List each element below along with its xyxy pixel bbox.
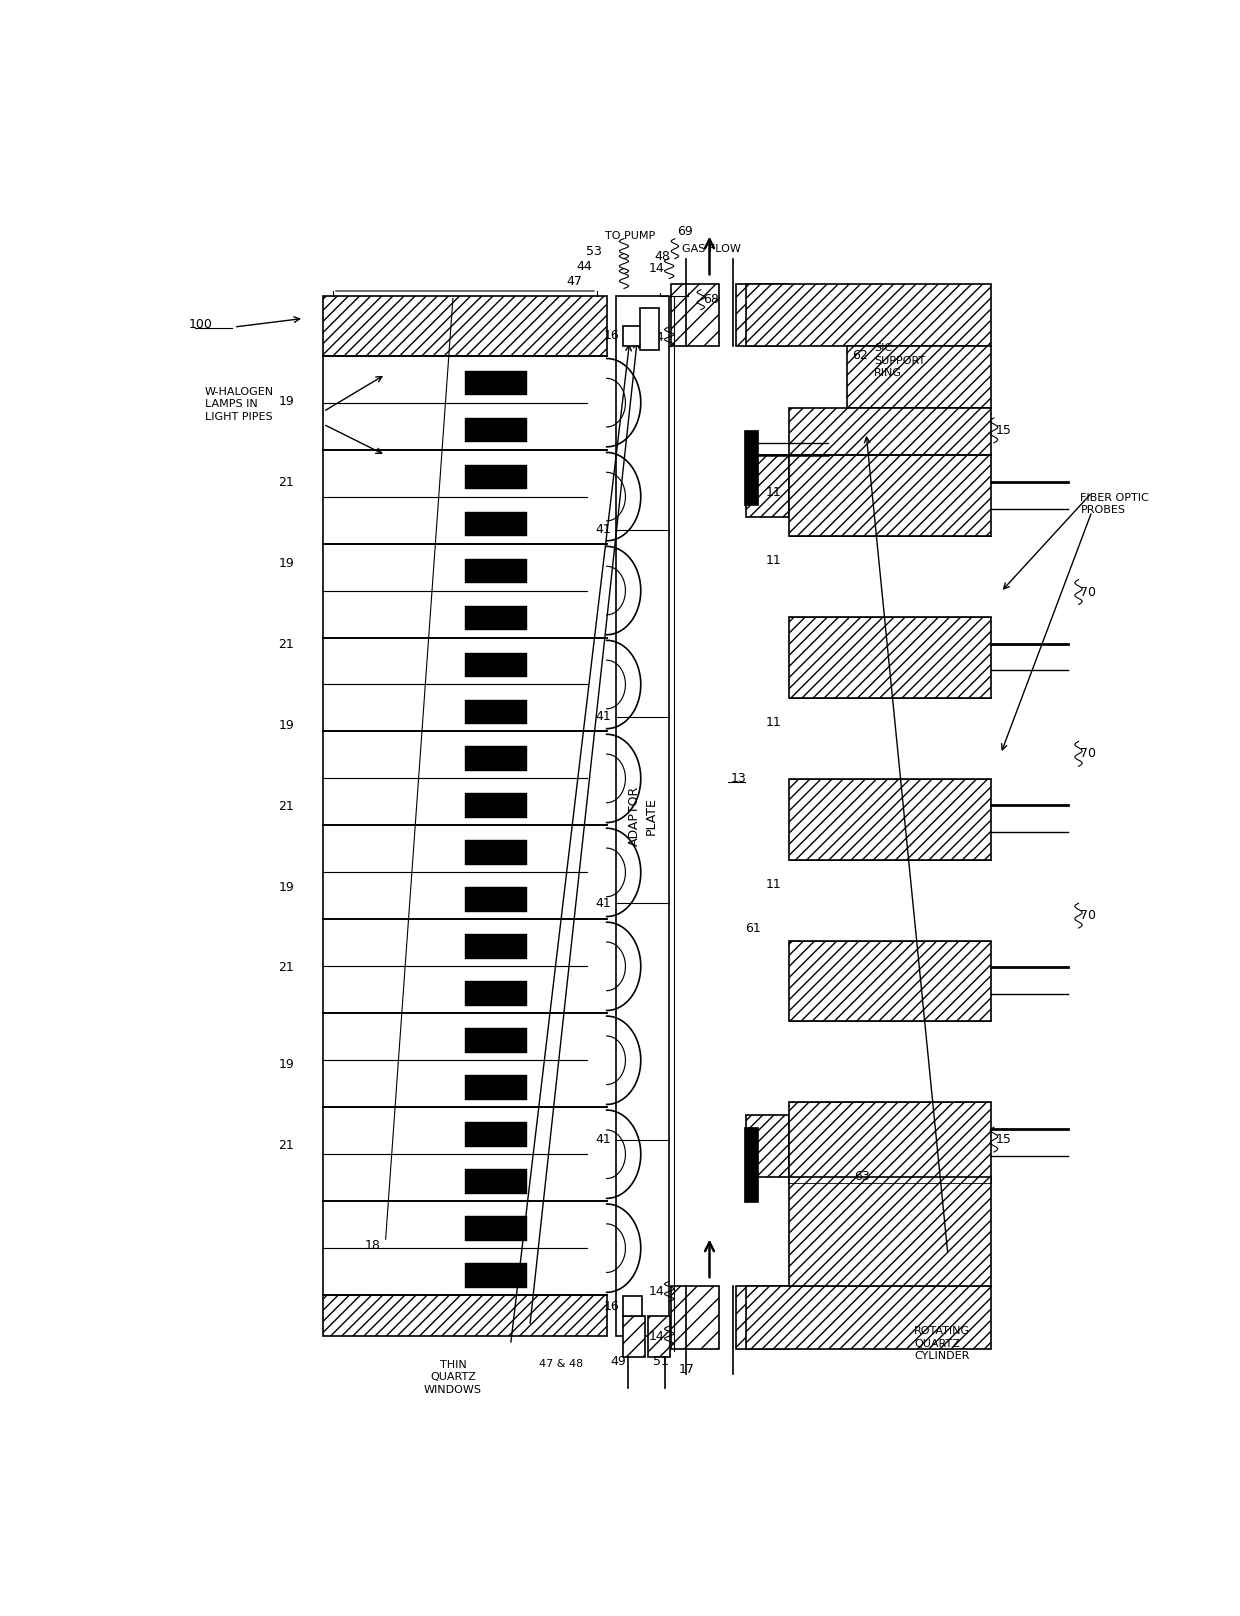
Text: 13: 13 <box>730 772 746 785</box>
Text: 61: 61 <box>745 921 760 934</box>
Bar <box>744 430 758 504</box>
Bar <box>737 1286 789 1349</box>
Text: 21: 21 <box>279 962 294 974</box>
Text: 19: 19 <box>279 396 294 409</box>
Bar <box>465 1028 527 1052</box>
Bar <box>465 793 527 818</box>
Text: 15: 15 <box>996 1133 1012 1146</box>
Bar <box>465 981 527 1005</box>
Bar <box>465 1075 527 1100</box>
Bar <box>465 934 527 958</box>
Bar <box>465 840 527 865</box>
Text: 47: 47 <box>567 275 583 288</box>
Bar <box>847 346 991 407</box>
Text: 41: 41 <box>595 524 611 537</box>
Bar <box>746 456 789 517</box>
Text: 21: 21 <box>279 1139 294 1152</box>
Text: 68: 68 <box>703 292 719 305</box>
Bar <box>622 1317 645 1357</box>
Bar <box>465 559 527 583</box>
Text: 14: 14 <box>649 1330 665 1343</box>
Text: 15: 15 <box>996 423 1012 436</box>
Text: 41: 41 <box>595 1133 611 1146</box>
Bar <box>789 941 991 1021</box>
Text: 17: 17 <box>678 1364 694 1377</box>
Text: 21: 21 <box>279 477 294 490</box>
Text: 11: 11 <box>766 554 781 567</box>
Text: 19: 19 <box>279 1058 294 1071</box>
Bar <box>465 747 527 771</box>
Bar <box>465 370 527 396</box>
Bar <box>671 1286 719 1349</box>
Text: ROTATING
QUARTZ
CYLINDER: ROTATING QUARTZ CYLINDER <box>914 1327 971 1361</box>
Text: 11: 11 <box>766 486 781 499</box>
Bar <box>622 326 642 346</box>
Bar <box>465 1122 527 1147</box>
Bar <box>649 1317 670 1357</box>
Text: 70: 70 <box>1080 747 1096 761</box>
Text: TO PUMP: TO PUMP <box>605 231 655 241</box>
Text: 69: 69 <box>677 225 693 238</box>
Text: 11: 11 <box>766 716 781 729</box>
Text: W-HALOGEN
LAMPS IN
LIGHT PIPES: W-HALOGEN LAMPS IN LIGHT PIPES <box>205 386 274 422</box>
Text: GAS FLOW: GAS FLOW <box>682 244 740 254</box>
Bar <box>671 283 719 346</box>
Bar <box>465 465 527 490</box>
Text: 70: 70 <box>1080 585 1096 598</box>
Text: 41: 41 <box>595 709 611 722</box>
Bar <box>465 700 527 724</box>
Text: 63: 63 <box>854 1170 870 1183</box>
Text: 19: 19 <box>279 719 294 732</box>
Bar <box>465 1170 527 1194</box>
Text: 19: 19 <box>279 881 294 894</box>
Bar <box>616 296 670 1336</box>
Text: 51: 51 <box>652 1354 668 1367</box>
Text: 14: 14 <box>649 331 665 344</box>
Bar <box>465 653 527 677</box>
Bar <box>789 617 991 698</box>
Text: 16: 16 <box>604 330 619 343</box>
Bar <box>789 456 991 537</box>
Text: FIBER OPTIC
PROBES: FIBER OPTIC PROBES <box>1080 493 1149 516</box>
Bar <box>737 283 789 346</box>
Text: 62: 62 <box>852 349 868 362</box>
Bar <box>465 417 527 443</box>
Bar <box>746 1115 789 1176</box>
Bar <box>465 887 527 911</box>
Text: 47 & 48: 47 & 48 <box>539 1359 584 1369</box>
Text: 14: 14 <box>649 262 665 275</box>
Text: SIC
SUPPORT
RING: SIC SUPPORT RING <box>874 343 925 378</box>
Text: 21: 21 <box>279 800 294 813</box>
Bar <box>746 1286 991 1349</box>
Text: 70: 70 <box>1080 910 1096 923</box>
Bar <box>744 1128 758 1202</box>
Bar <box>640 309 658 349</box>
Bar <box>465 1217 527 1241</box>
Bar <box>465 1264 527 1288</box>
Bar <box>465 512 527 537</box>
Text: 41: 41 <box>595 897 611 910</box>
Text: 19: 19 <box>279 558 294 570</box>
Text: 48: 48 <box>655 249 671 263</box>
Text: 21: 21 <box>279 638 294 651</box>
Text: 11: 11 <box>766 877 781 890</box>
Text: 44: 44 <box>577 260 593 273</box>
Text: 14: 14 <box>649 1285 665 1298</box>
Text: 100: 100 <box>188 318 213 331</box>
Bar <box>789 1176 991 1286</box>
Bar <box>789 779 991 860</box>
Text: THIN
QUARTZ
WINDOWS: THIN QUARTZ WINDOWS <box>424 1359 482 1395</box>
Bar <box>324 1294 606 1336</box>
Text: 53: 53 <box>587 244 601 257</box>
Text: 16: 16 <box>604 1299 619 1312</box>
Bar <box>324 296 606 356</box>
Text: 18: 18 <box>365 1239 381 1252</box>
Bar <box>789 407 991 456</box>
Bar <box>789 1102 991 1183</box>
Bar <box>746 283 991 346</box>
Text: 49: 49 <box>610 1354 626 1367</box>
Text: ADAPTOR
PLATE: ADAPTOR PLATE <box>627 785 657 847</box>
Bar <box>622 1296 642 1317</box>
Bar <box>465 606 527 630</box>
